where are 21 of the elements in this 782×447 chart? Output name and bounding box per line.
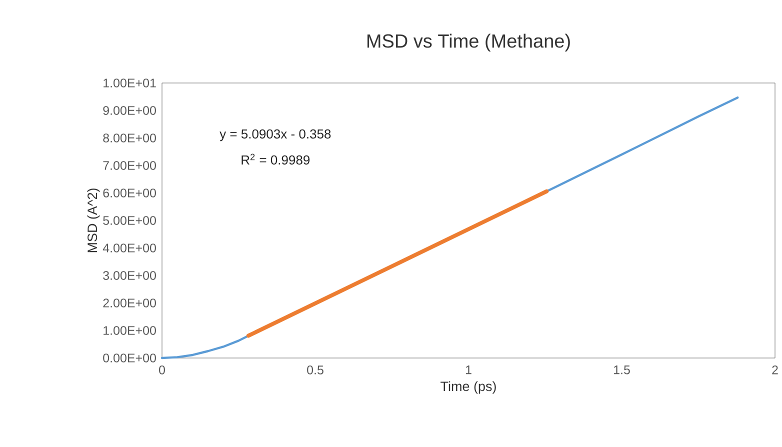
x-tick-label: 1.5: [614, 366, 630, 374]
y-tick-label: 6.00E+00: [103, 188, 156, 198]
y-tick-label: 5.00E+00: [103, 216, 156, 225]
y-tick-label: 1.00E+00: [104, 326, 156, 335]
annotation: y = 5.0903x - 0.358: [220, 129, 331, 142]
y-tick-label: 4.00E+00: [102, 244, 156, 252]
y-tick-label: 2.00E+00: [103, 298, 156, 308]
y-tick-label: 3.00E+00: [103, 271, 156, 280]
y-tick-label: 0.00E+00: [103, 354, 156, 362]
y-tick-label: 8.00E+00: [103, 134, 156, 142]
y-tick-label: 9.00E+00: [103, 106, 156, 115]
x-tick-label: 2: [772, 366, 778, 374]
chart-title: MSD vs Time (Methane): [367, 34, 570, 52]
x-axis-title: Time (ps): [440, 381, 496, 394]
x-tick-label: 0.5: [307, 366, 324, 374]
x-tick-label: 1: [466, 366, 472, 374]
y-tick-label: 7.00E+00: [103, 161, 156, 170]
y-tick-label: 1.00E+01: [104, 78, 156, 88]
y-axis-title: MSD (A^2): [87, 188, 100, 252]
x-tick-label: 0: [159, 366, 165, 374]
annotation: R$^{2}$ = 0.9989: [242, 154, 310, 165]
